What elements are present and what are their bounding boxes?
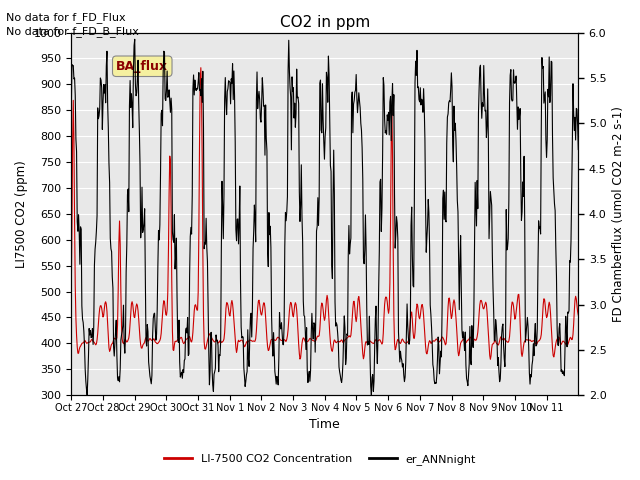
Text: No data for f_FD_Flux: No data for f_FD_Flux: [6, 12, 126, 23]
X-axis label: Time: Time: [309, 419, 340, 432]
Text: BA_flux: BA_flux: [116, 60, 168, 73]
Y-axis label: FD Chamberflux (umol CO2 m-2 s-1): FD Chamberflux (umol CO2 m-2 s-1): [612, 106, 625, 322]
Text: No data for f_FD_B_Flux: No data for f_FD_B_Flux: [6, 26, 140, 37]
Legend: LI-7500 CO2 Concentration, er_ANNnight: LI-7500 CO2 Concentration, er_ANNnight: [160, 450, 480, 469]
Title: CO2 in ppm: CO2 in ppm: [280, 15, 370, 30]
Y-axis label: LI7500 CO2 (ppm): LI7500 CO2 (ppm): [15, 160, 28, 268]
